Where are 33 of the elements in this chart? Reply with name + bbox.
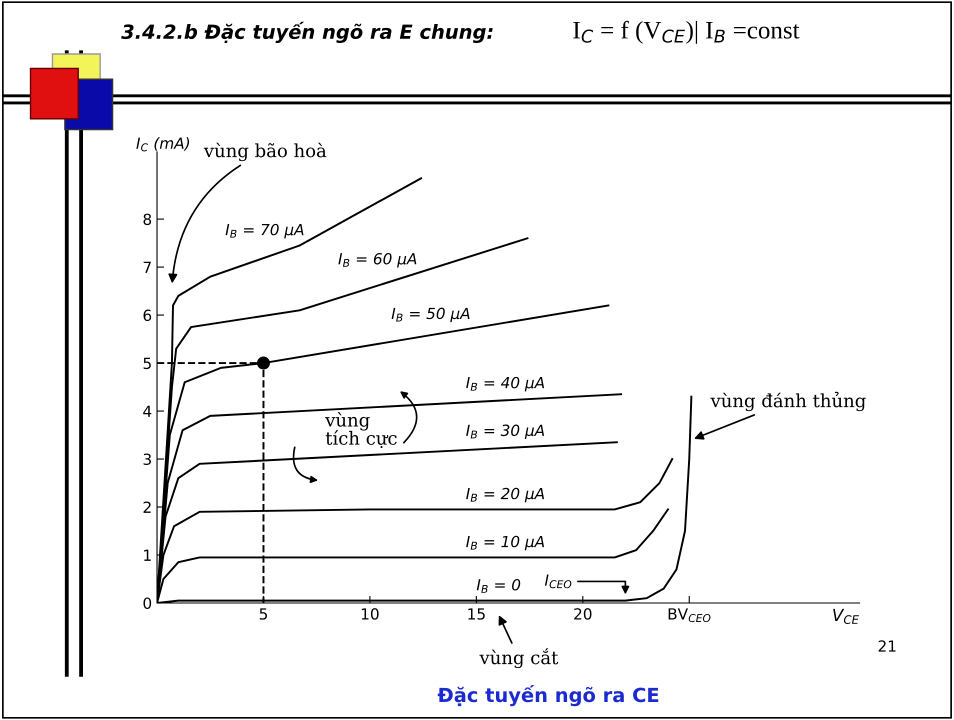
y-tick-label: 8 [143,214,152,226]
x-axis-title: V$_{CE}$ [833,608,859,624]
text: 21 [878,640,896,652]
x-tick-label: BV$_{CEO}$ [668,608,710,622]
y-tick-label: 6 [144,310,152,322]
annotation: vùng bão hoà [204,142,326,162]
y-tick-label: 4 [143,406,152,417]
chart-subtitle: I$_{C}$ = f (V$_{CE}$)| I$_{B}$ =const [573,20,800,44]
y-tick-label: 0 [143,597,152,610]
y-tick-label: 2 [144,501,151,513]
series-label: I$_{B}$ = 0 [476,578,520,593]
series-label: I$_{B}$ = 10 μA [466,536,544,550]
chart-title: 3.4.2.b Đặc tuyến ngõ ra E chung: [121,22,493,44]
series-label: I$_{B}$ = 60 μA [338,252,416,268]
text: Đặc tuyến ngõ ra CE [438,684,658,706]
y-tick-label: 1 [144,550,151,561]
series-label: I$_{B}$ = 20 μA [466,488,544,502]
y-tick-label: 7 [144,262,151,273]
y-axis-title: I$_{C}$ (mA) [136,137,190,152]
series-label: I$_{B}$ = 40 μA [466,376,544,392]
x-tick-label: 15 [468,608,485,620]
x-tick-label: 5 [260,608,267,620]
series-label: I$_{B}$ = 70 μA [226,224,304,238]
x-tick-label: 10 [362,608,379,620]
annotation: I$_{CEO}$ [544,574,572,588]
y-tick-label: 5 [144,358,151,370]
annotation: vùng tích cực [325,412,397,448]
series-label: I$_{B}$ = 50 μA [392,308,470,322]
x-tick-label: 20 [574,608,592,620]
text: vùng cắt [479,648,558,668]
series-label: I$_{B}$ = 30 μA [466,424,544,440]
annotation: vùng đánh thủng [710,392,866,412]
y-tick-label: 3 [144,454,151,466]
